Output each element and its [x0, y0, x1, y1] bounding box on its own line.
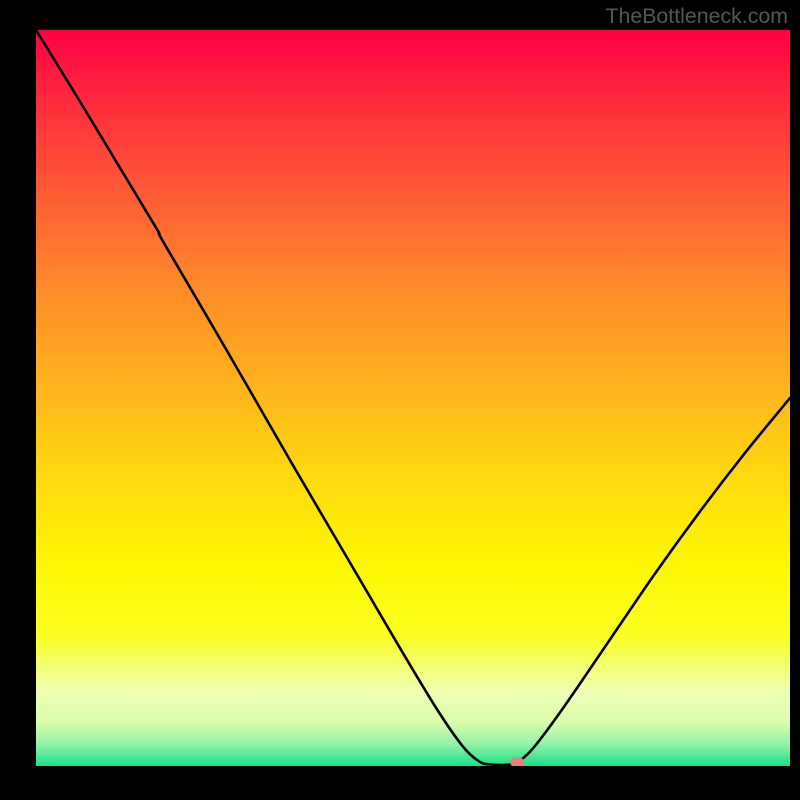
minimum-marker	[510, 757, 524, 766]
bottleneck-curve	[36, 30, 790, 766]
frame-bottom	[0, 766, 800, 800]
watermark-text: TheBottleneck.com	[605, 4, 788, 29]
plot-area	[36, 30, 790, 766]
frame-left	[0, 0, 36, 800]
frame-right	[790, 0, 800, 800]
